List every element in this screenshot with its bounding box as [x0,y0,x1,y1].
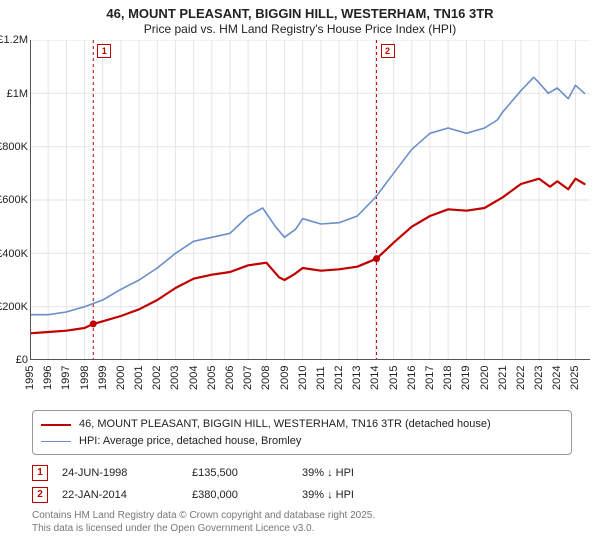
y-tick-label: £1M [0,88,28,100]
sale-date: 22-JAN-2014 [62,489,192,501]
x-tick-label: 2010 [297,366,309,390]
y-tick-label: £200K [0,301,28,313]
sales-table: 1 24-JUN-1998 £135,500 39% ↓ HPI 2 22-JA… [32,465,572,503]
x-tick-label: 2000 [115,366,127,390]
sale-price: £380,000 [192,489,302,501]
sale-row-1: 1 24-JUN-1998 £135,500 39% ↓ HPI [32,465,572,481]
plot-area: £0£200K£400K£600K£800K£1M£1.2M 199519961… [30,40,590,360]
x-tick-label: 2008 [260,366,272,390]
chart-title-line2: Price paid vs. HM Land Registry's House … [10,22,590,36]
sale-marker-icon: 2 [32,487,48,503]
sale-hpi-delta: 39% ↓ HPI [302,467,412,479]
x-tick-label: 2018 [442,366,454,390]
legend-label-series2: HPI: Average price, detached house, Brom… [79,433,301,450]
x-tick-label: 2020 [479,366,491,390]
x-tick-label: 2003 [169,366,181,390]
x-tick-label: 2024 [551,366,563,390]
legend-swatch-series1 [41,424,71,426]
y-tick-label: £0 [0,354,28,366]
footer-line2: This data is licensed under the Open Gov… [32,522,590,535]
x-tick-label: 1999 [97,366,109,390]
y-tick-label: £1.2M [0,34,28,46]
legend-label-series1: 46, MOUNT PLEASANT, BIGGIN HILL, WESTERH… [79,416,491,433]
y-tick-label: £800K [0,141,28,153]
legend-box: 46, MOUNT PLEASANT, BIGGIN HILL, WESTERH… [32,410,572,455]
chart-svg [30,40,590,360]
x-tick-label: 2016 [406,366,418,390]
x-tick-label: 2004 [188,366,200,390]
x-tick-label: 2009 [279,366,291,390]
x-axis: 1995199619971998199920002001200220032004… [30,362,590,402]
x-tick-label: 2007 [242,366,254,390]
x-tick-label: 2021 [497,366,509,390]
y-tick-label: £600K [0,194,28,206]
x-tick-label: 1996 [42,366,54,390]
x-tick-label: 1998 [79,366,91,390]
x-tick-label: 1997 [60,366,72,390]
figure-container: 46, MOUNT PLEASANT, BIGGIN HILL, WESTERH… [0,0,600,560]
legend-row-series2: HPI: Average price, detached house, Brom… [41,433,563,450]
x-tick-label: 1995 [24,366,36,390]
x-tick-label: 2022 [515,366,527,390]
chart-title-line1: 46, MOUNT PLEASANT, BIGGIN HILL, WESTERH… [10,6,590,22]
x-tick-label: 2006 [224,366,236,390]
sale-row-2: 2 22-JAN-2014 £380,000 39% ↓ HPI [32,487,572,503]
x-tick-label: 2013 [351,366,363,390]
sale-marker-icon: 1 [32,465,48,481]
x-tick-label: 2023 [533,366,545,390]
x-tick-label: 2014 [369,366,381,390]
x-tick-label: 2005 [206,366,218,390]
chart-sale-marker-icon: 1 [97,44,111,58]
y-tick-label: £400K [0,248,28,260]
x-tick-label: 2012 [333,366,345,390]
x-tick-label: 2025 [569,366,581,390]
legend-row-series1: 46, MOUNT PLEASANT, BIGGIN HILL, WESTERH… [41,416,563,433]
x-tick-label: 2017 [424,366,436,390]
footer-line1: Contains HM Land Registry data © Crown c… [32,509,590,522]
legend-swatch-series2 [41,441,71,442]
sale-hpi-delta: 39% ↓ HPI [302,489,412,501]
attribution-footer: Contains HM Land Registry data © Crown c… [32,509,590,535]
y-axis: £0£200K£400K£600K£800K£1M£1.2M [0,40,28,360]
x-tick-label: 2002 [151,366,163,390]
chart-sale-marker-icon: 2 [381,44,395,58]
x-tick-label: 2019 [460,366,472,390]
x-tick-label: 2015 [388,366,400,390]
x-tick-label: 2001 [133,366,145,390]
sale-price: £135,500 [192,467,302,479]
sale-date: 24-JUN-1998 [62,467,192,479]
x-tick-label: 2011 [315,367,327,391]
